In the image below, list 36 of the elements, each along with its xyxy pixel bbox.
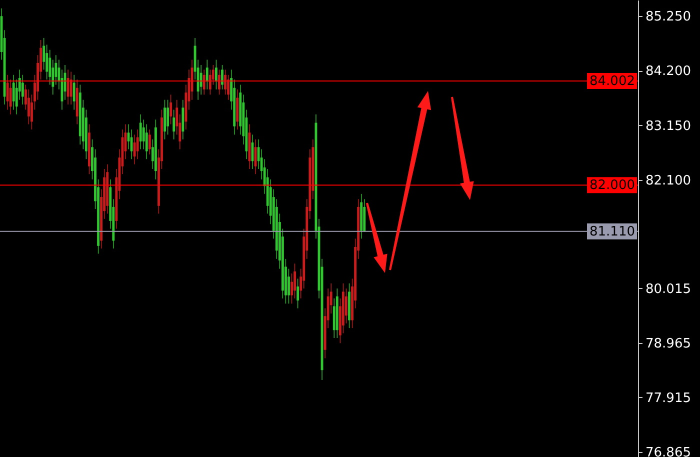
- candlestick: [296, 278, 300, 309]
- candlestick: [332, 298, 336, 338]
- candlestick: [12, 74, 15, 110]
- candlestick: [148, 129, 151, 155]
- y-tick-label: 80.015: [646, 282, 691, 297]
- y-tick-label: 77.915: [646, 390, 691, 406]
- candlestick: [345, 288, 348, 324]
- candlestick: [145, 124, 148, 160]
- ref-line-label: 84.002: [590, 74, 635, 89]
- candlestick: [170, 94, 172, 125]
- candlestick: [206, 59, 208, 90]
- candlestick: [221, 64, 224, 90]
- candlestick: [202, 69, 206, 95]
- candlestick: [208, 69, 212, 95]
- candlestick: [72, 74, 76, 110]
- candlestick: [218, 69, 220, 95]
- candlestick: [70, 71, 72, 105]
- candlestick: [182, 99, 184, 140]
- y-tick-label: 83.150: [646, 118, 691, 134]
- y-tick-label: 84.200: [646, 64, 691, 80]
- candlestick: [288, 268, 290, 304]
- candlestick: [166, 99, 170, 136]
- candlestick: [164, 99, 166, 140]
- candlestick: [139, 114, 142, 150]
- ref-line-label: 81.110: [590, 224, 635, 240]
- y-tick-label: 82.100: [646, 173, 691, 188]
- candlestick: [6, 74, 9, 110]
- candlestick: [9, 79, 12, 115]
- candlestick: [200, 64, 202, 95]
- candlestick: [172, 109, 176, 140]
- y-tick-label: 78.965: [646, 336, 691, 352]
- ref-line-label: 82.000: [590, 178, 635, 194]
- candlestick: [214, 59, 218, 90]
- candlestick: [236, 89, 239, 130]
- y-tick-label: 76.865: [646, 446, 691, 457]
- y-tick-label: 85.250: [646, 10, 691, 25]
